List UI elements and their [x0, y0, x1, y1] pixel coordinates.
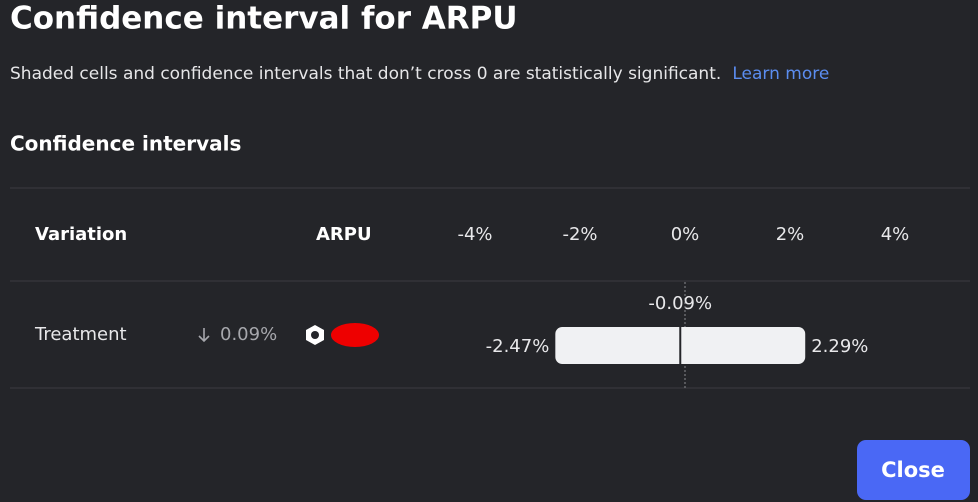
section-title: Confidence intervals: [10, 132, 241, 156]
variation-name: Treatment: [34, 324, 127, 345]
axis-tick-label: 0%: [671, 224, 700, 245]
axis-tick-label: 2%: [776, 224, 805, 245]
axis-tick-label: -4%: [457, 224, 492, 245]
metric-icon: [306, 325, 324, 345]
interval-chart: -4% -2% 0% 2% 4% -0.09% -2.47% 2.29%: [457, 224, 909, 388]
axis-tick-label: -2%: [562, 224, 597, 245]
dialog-title: Confidence interval for ARPU: [10, 1, 518, 37]
high-label: 2.29%: [811, 336, 868, 357]
point-label: -0.09%: [648, 293, 712, 314]
close-button[interactable]: Close: [857, 440, 970, 500]
close-button-bg[interactable]: [857, 440, 970, 500]
description-line: Shaded cells and confidence intervals th…: [10, 64, 829, 85]
down-arrow-icon: [198, 328, 210, 343]
change-value: 0.09%: [220, 324, 277, 345]
description: Shaded cells and confidence intervals th…: [10, 64, 721, 84]
close-button-label[interactable]: Close: [881, 458, 945, 482]
axis-tick-label: 4%: [881, 224, 910, 245]
column-header: ARPU: [316, 224, 372, 245]
column-header: Variation: [35, 224, 127, 245]
low-label: -2.47%: [486, 336, 550, 357]
redaction: [331, 323, 379, 347]
learn-more-link[interactable]: Learn more: [732, 64, 829, 84]
